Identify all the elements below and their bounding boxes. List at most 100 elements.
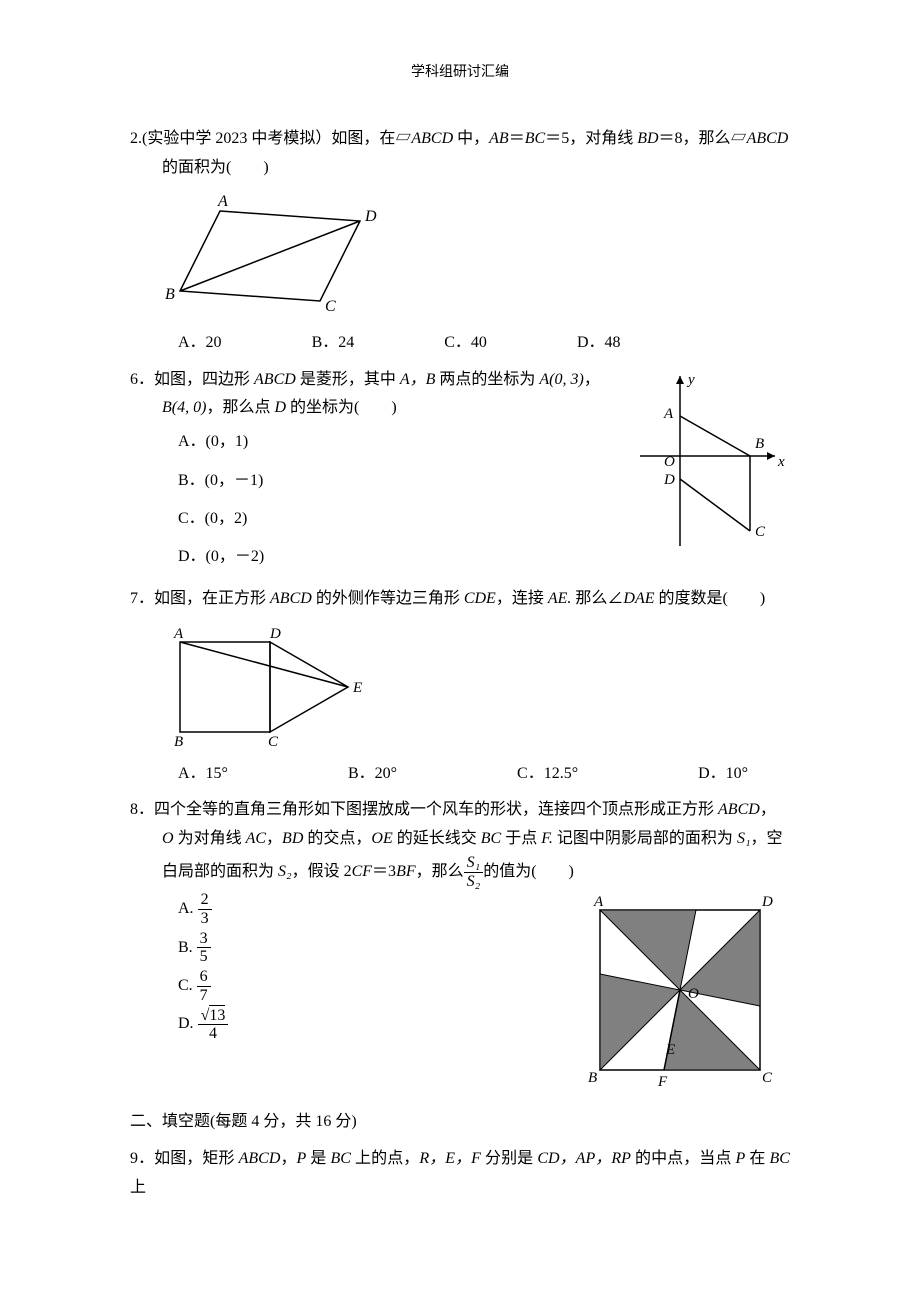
q2-prefix: (实验中学 2023 中考模拟）如图，在	[142, 130, 395, 147]
q6-figure: y x A B O D C	[630, 366, 790, 556]
q2-fig-label-b: B	[165, 286, 175, 303]
q8-option-c: C. 67	[178, 967, 550, 1005]
q2-fig-label-d: D	[364, 208, 377, 225]
q2-option-d: D．48	[577, 329, 621, 358]
q2-option-b: B．24	[312, 329, 355, 358]
q9-p: P	[297, 1150, 307, 1167]
q8-od-num: 13	[209, 1005, 225, 1024]
q8-fig-c: C	[762, 1070, 773, 1086]
q8-l2h: 的延长线交	[393, 830, 481, 847]
q2-option-c: C．40	[444, 329, 487, 358]
q8-l3d: CF	[352, 863, 372, 880]
q6-d: ，	[584, 371, 600, 388]
question-9: 9．如图，矩形 ABCD，P 是 BC 上的点，R，E，F 分别是 CD，AP，…	[130, 1145, 790, 1203]
q9-h: 上	[130, 1179, 146, 1196]
q8-od-den: 4	[198, 1025, 229, 1043]
q6-abcd: ABCD	[254, 371, 296, 388]
q2-sep: ，对角线	[569, 130, 637, 147]
q2-body1: ABCD	[411, 130, 453, 147]
q9-a: 如图，矩形	[154, 1150, 238, 1167]
q8-comma: ，	[760, 801, 776, 818]
q6-fig-x: x	[777, 454, 785, 470]
q8-ob-num: 3	[197, 930, 211, 949]
q8-l2l: 记图中阴影局部的面积为	[553, 830, 737, 847]
header-text: 学科组研讨汇编	[411, 65, 509, 80]
q8-fig-b: B	[588, 1070, 597, 1086]
q2-fig-label-a: A	[217, 193, 228, 210]
q9-bc: BC	[331, 1150, 351, 1167]
q8-ob-den: 5	[197, 948, 211, 966]
q8-l2b: 为对角线	[174, 830, 246, 847]
q9-ref: R，E，F	[419, 1150, 481, 1167]
q2-shape: ▱	[395, 130, 411, 147]
q8-l2a: O	[162, 830, 174, 847]
q8-l2g: OE	[371, 830, 392, 847]
q8-oc-num: 6	[197, 968, 211, 987]
q6-option-b: B．(0，－1)	[178, 462, 610, 500]
q8-l3g: ，那么	[416, 863, 464, 880]
q8-ob-label: B.	[178, 939, 193, 956]
q2-bc: BC	[525, 130, 545, 147]
q8-frac-num: S₁	[464, 854, 484, 873]
q9-f: 的中点，当点	[631, 1150, 736, 1167]
q7-c: ，连接	[496, 590, 548, 607]
q8-l3a: 白局部的面积为	[162, 863, 278, 880]
q7-option-a: A．15°	[178, 760, 228, 789]
q8-fig-f: F	[657, 1074, 668, 1090]
q8-oa-den: 3	[198, 910, 212, 928]
section-2-header: 二、填空题(每题 4 分，共 16 分)	[130, 1108, 790, 1137]
q8-fig-d: D	[761, 894, 773, 910]
q2-tail2: ABCD	[747, 130, 789, 147]
q9-g: 在	[745, 1150, 769, 1167]
q7-b: 的外侧作等边三角形	[312, 590, 464, 607]
q8-option-a: A. 23	[178, 890, 550, 928]
q7-fig-e: E	[352, 680, 362, 696]
q7-number: 7．	[130, 590, 154, 607]
q7-text: 7．如图，在正方形 ABCD 的外侧作等边三角形 CDE，连接 AE. 那么∠D…	[130, 585, 790, 614]
q6-line2: B(4, 0)，那么点 D 的坐标为( )	[130, 394, 610, 423]
q2-eq3: ＝	[659, 130, 675, 147]
page-header: 学科组研讨汇编	[130, 60, 790, 85]
q7-options: A．15° B．20° C．12.5° D．10°	[130, 760, 790, 789]
q8-l3e: ＝3	[372, 863, 396, 880]
q2-ab: AB	[489, 130, 509, 147]
q6-option-a: A．(0，1)	[178, 423, 610, 461]
q6-fig-c: C	[755, 524, 766, 540]
q2-option-a: A．20	[178, 329, 222, 358]
q2-eq2: ＝	[545, 130, 561, 147]
q7-e: 的度数是( )	[655, 590, 766, 607]
q6-fig-b: B	[755, 436, 764, 452]
q9-segs: CD，AP，RP	[537, 1150, 631, 1167]
q9-d: 上的点，	[351, 1150, 419, 1167]
q2-figure-wrap: A D B C	[130, 191, 790, 321]
q2-figure: A D B C	[130, 191, 410, 321]
q7-abcd: ABCD	[270, 590, 312, 607]
q2-val8: 8	[675, 130, 683, 147]
q8-l3c: ，假设 2	[292, 863, 352, 880]
q7-option-d: D．10°	[698, 760, 748, 789]
q9-text: 9．如图，矩形 ABCD，P 是 BC 上的点，R，E，F 分别是 CD，AP，…	[130, 1145, 790, 1203]
q8-fig-a: A	[593, 894, 604, 910]
q8-l3h: 的值为( )	[483, 863, 574, 880]
q8-l2d: ，	[266, 830, 282, 847]
q6-l2c: 的坐标为( )	[286, 399, 397, 416]
q6-fig-d: D	[663, 472, 675, 488]
q2-eq1: ＝	[509, 130, 525, 147]
q6-ptd: D	[274, 399, 286, 416]
q6-pts: A，B	[400, 371, 436, 388]
q8-fig-e: E	[665, 1042, 675, 1058]
q8-line2: O 为对角线 AC，BD 的交点，OE 的延长线交 BC 于点 F. 记图中阴影…	[130, 825, 790, 854]
q7-ae: AE.	[548, 590, 572, 607]
q7-cde: CDE	[464, 590, 496, 607]
q6-b: 是菱形，其中	[296, 371, 400, 388]
q2-tail: ，那么	[683, 130, 731, 147]
q8-od-label: D.	[178, 1015, 194, 1032]
q7-fig-b: B	[174, 734, 183, 750]
q2-text: 2.(实验中学 2023 中考模拟）如图，在▱ABCD 中，AB＝BC＝5，对角…	[130, 125, 790, 154]
q2-line2: 的面积为( )	[130, 154, 790, 183]
q6-fig-y: y	[686, 372, 695, 388]
q9-number: 9．	[130, 1150, 154, 1167]
q2-shape2: ▱	[731, 130, 747, 147]
question-2: 2.(实验中学 2023 中考模拟）如图，在▱ABCD 中，AB＝BC＝5，对角…	[130, 125, 790, 357]
q8-line3: 白局部的面积为 S₂，假设 2CF＝3BF，那么S₁S₂的值为( )	[130, 854, 790, 890]
